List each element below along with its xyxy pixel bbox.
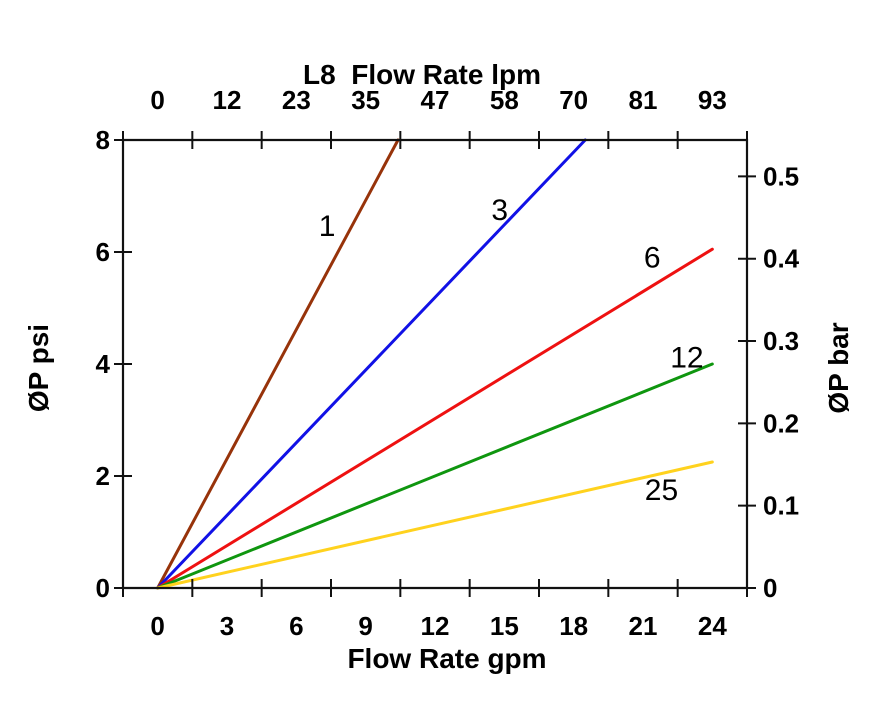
series-lines [156, 138, 714, 590]
series-line-6 [156, 247, 714, 590]
plot-area: 0 12 23 35 47 58 70 81 930 3 6 9 12 15 18 21 240246800.1… [96, 85, 800, 641]
top-axis-tick-label: 81 [629, 85, 658, 115]
left-axis-tick-label: 4 [96, 349, 111, 379]
right-axis-tick-label: 0.1 [763, 491, 799, 521]
axis-box [121, 138, 749, 590]
top-axis-tick-label: 23 [282, 85, 311, 115]
bottom-axis-tick-label: 18 [559, 611, 588, 641]
right-axis-tick-label: 0.2 [763, 408, 799, 438]
left-axis-tick-label: 6 [96, 237, 110, 267]
top-axis-tick-label: 93 [698, 85, 727, 115]
right-axis-tick-label: 0 [763, 573, 777, 603]
bottom-axis-tick-label: 24 [698, 611, 727, 641]
top-axis-tick-label: 12 [213, 85, 242, 115]
right-axis-tick-label: 0.5 [763, 161, 799, 191]
tick-labels: 0 12 23 35 47 58 70 81 930 3 6 9 12 15 18 21 240246800.1… [96, 85, 800, 641]
right-axis-tick-label: 0.3 [763, 326, 799, 356]
series-label-12: 12 [670, 341, 703, 374]
right-axis-tick-label: 0.4 [763, 244, 800, 274]
series-line-12 [156, 362, 714, 590]
series-line-1 [156, 138, 400, 590]
series-label-25: 25 [645, 474, 678, 507]
bottom-axis-tick-label: 21 [629, 611, 658, 641]
top-axis-tick-label: 58 [490, 85, 519, 115]
bottom-axis-tick-label: 6 [289, 611, 303, 641]
series-label-6: 6 [644, 242, 661, 275]
top-axis-title: L8 Flow Rate lpm [303, 59, 541, 90]
top-axis-tick-label: 47 [421, 85, 450, 115]
left-axis-tick-label: 2 [96, 461, 110, 491]
series-labels: 1 3 6 12 25 [319, 194, 704, 507]
top-axis-tick-label: 0 [150, 85, 164, 115]
series-line-3 [156, 138, 587, 590]
left-axis-title: ØP psi [23, 324, 54, 412]
bottom-axis-title: Flow Rate gpm [347, 643, 546, 674]
left-axis-tick-label: 0 [96, 573, 110, 603]
series-label-1: 1 [319, 210, 336, 243]
series-label-3: 3 [491, 194, 508, 227]
tick-marks [114, 131, 756, 597]
right-axis-title: ØP bar [823, 322, 854, 413]
bottom-axis-tick-label: 0 [150, 611, 164, 641]
bottom-axis-tick-label: 3 [220, 611, 234, 641]
left-axis-tick-label: 8 [96, 125, 110, 155]
top-axis-tick-label: 70 [559, 85, 588, 115]
series-line-25 [156, 460, 714, 590]
axes [121, 138, 749, 590]
top-axis-tick-label: 35 [351, 85, 380, 115]
bottom-axis-tick-label: 15 [490, 611, 519, 641]
bottom-axis-tick-label: 9 [358, 611, 372, 641]
bottom-axis-tick-label: 12 [421, 611, 450, 641]
